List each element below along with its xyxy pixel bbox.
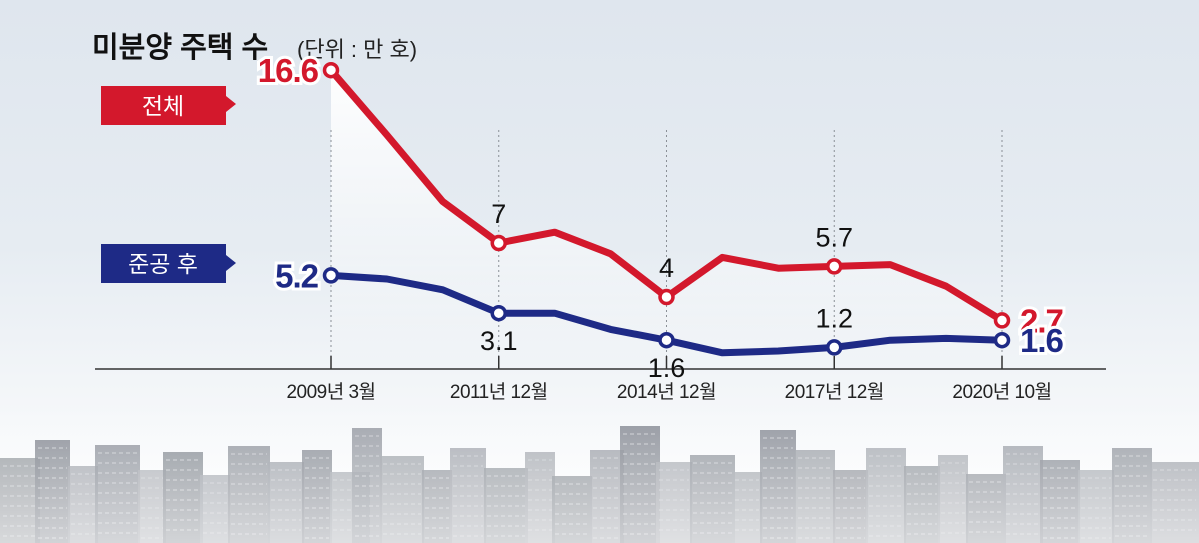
data-label: 16.6	[258, 52, 319, 89]
data-label: 5.7	[815, 222, 853, 252]
chart-title: 미분양 주택 수	[92, 31, 268, 64]
data-label: 7	[491, 199, 506, 229]
x-tick-label: 2017년 12월	[785, 381, 884, 403]
x-tick-label: 2009년 3월	[286, 381, 375, 403]
data-label: 1.6	[1020, 322, 1064, 359]
data-point-marker	[322, 267, 340, 284]
data-point-marker	[826, 258, 843, 275]
series-markers	[322, 61, 1011, 356]
data-label: 1.2	[815, 303, 853, 333]
data-point-marker	[490, 234, 507, 252]
legend-badge-completed	[101, 244, 236, 283]
data-point-marker	[826, 339, 843, 356]
skyline-fade	[0, 400, 1199, 543]
x-axis-tick-labels: 2009년 3월 2011년 12월 2014년 12월 2017년 12월 2020년…	[286, 381, 1052, 403]
data-point-marker	[490, 304, 507, 322]
data-label: 2.7	[1020, 302, 1063, 339]
x-tick-label: 2011년 12월	[450, 381, 548, 403]
data-point-marker	[658, 288, 675, 306]
data-point-marker	[993, 331, 1011, 349]
data-point-marker	[658, 331, 675, 349]
x-tick-label: 2014년 12월	[617, 381, 716, 403]
data-label: 1.6	[648, 353, 686, 383]
x-tick-label: 2020년 10월	[952, 381, 1051, 403]
legend-label-total: 전체	[142, 93, 184, 119]
chart-unit: (단위 : 만 호)	[297, 37, 417, 62]
legend-completed: 준공 후	[101, 244, 236, 283]
data-labels: 16.6 7 4 5.7 2.7 5.2 3.1 1.6 1.2 1.6	[255, 49, 1068, 383]
data-label: 5.2	[275, 257, 319, 294]
data-label: 4	[659, 253, 674, 283]
legend-label-completed: 준공 후	[128, 251, 198, 277]
data-label: 3.1	[480, 326, 518, 356]
total-area-highlight	[331, 70, 1002, 369]
x-axis-ticks	[330, 130, 1003, 369]
legend-total: 전체	[101, 86, 236, 125]
data-point-marker	[322, 61, 340, 79]
data-point-marker	[993, 312, 1011, 329]
legend-badge-total	[101, 86, 236, 125]
